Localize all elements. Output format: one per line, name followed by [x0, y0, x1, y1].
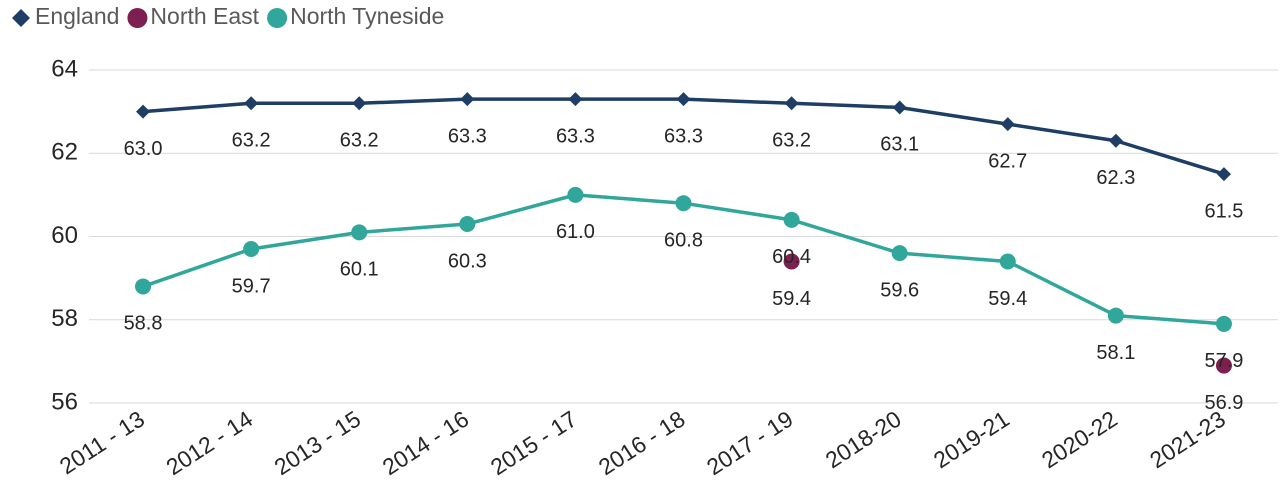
marker — [135, 278, 152, 295]
legend-marker — [267, 8, 288, 28]
marker — [460, 92, 475, 107]
data-label: 62.3 — [1096, 167, 1135, 189]
marker — [351, 224, 368, 241]
x-tick-label: 2017 - 19 — [702, 405, 798, 480]
marker — [1000, 117, 1015, 132]
data-label: 57.9 — [1204, 350, 1243, 372]
y-tick-label: 56 — [51, 388, 78, 415]
series-line — [142, 193, 1225, 326]
x-tick-label: 2021-23 — [1145, 405, 1230, 473]
x-tick-label: 2011 - 13 — [55, 405, 149, 479]
data-label: 63.2 — [772, 130, 811, 152]
data-label: 63.3 — [664, 125, 703, 147]
marker — [243, 240, 260, 257]
marker — [1108, 133, 1123, 148]
marker — [891, 245, 908, 262]
data-label: 63.0 — [124, 138, 163, 160]
legend-label: North East — [150, 3, 259, 29]
marker — [1216, 167, 1231, 182]
data-label: 61.0 — [556, 221, 595, 243]
x-tick-label: 2020-22 — [1037, 405, 1122, 473]
data-label: 59.4 — [988, 288, 1027, 310]
data-label: 59.4 — [772, 288, 811, 310]
marker — [1107, 307, 1124, 324]
marker — [675, 195, 692, 212]
marker — [244, 96, 259, 111]
marker — [567, 186, 584, 203]
data-label: 63.1 — [880, 134, 919, 156]
marker — [784, 96, 799, 111]
data-label: 60.4 — [772, 246, 811, 268]
x-tick-label: 2012 - 14 — [161, 405, 257, 480]
data-label: 63.3 — [556, 125, 595, 147]
x-tick-label: 2016 - 18 — [594, 405, 690, 480]
data-label: 60.1 — [340, 259, 379, 281]
data-label: 58.1 — [1096, 342, 1135, 364]
data-label: 62.7 — [988, 150, 1027, 172]
data-label: 59.7 — [232, 275, 271, 297]
x-tick-label: 2015 - 17 — [486, 405, 582, 480]
marker — [459, 216, 476, 233]
legend-label: England — [35, 3, 119, 29]
data-label: 56.9 — [1204, 392, 1243, 414]
x-tick-label: 2014 - 16 — [378, 405, 474, 480]
data-label: 63.2 — [232, 130, 271, 152]
legend-marker — [127, 8, 148, 28]
y-tick-label: 58 — [51, 305, 78, 332]
y-tick-label: 64 — [51, 55, 78, 82]
data-label: 63.3 — [448, 125, 487, 147]
marker — [136, 104, 151, 119]
x-tick-label: 2018-20 — [821, 405, 906, 473]
marker — [783, 253, 800, 270]
marker — [352, 96, 367, 111]
data-label: 59.6 — [880, 279, 919, 301]
y-tick-label: 60 — [51, 222, 78, 249]
x-tick-label: 2019-21 — [929, 405, 1014, 473]
data-label: 60.3 — [448, 250, 487, 272]
marker — [892, 100, 907, 115]
data-label: 58.8 — [124, 313, 163, 335]
data-label: 60.8 — [664, 229, 703, 251]
x-tick-label: 2013 - 15 — [270, 405, 366, 480]
data-label: 63.2 — [340, 130, 379, 152]
marker — [568, 92, 583, 107]
marker — [783, 211, 800, 228]
data-label: 61.5 — [1204, 200, 1243, 222]
marker — [1215, 315, 1232, 332]
marker — [1215, 357, 1232, 374]
legend-label: North Tyneside — [290, 3, 444, 29]
marker — [676, 92, 691, 107]
marker — [999, 253, 1016, 270]
legend-marker — [12, 9, 30, 27]
y-tick-label: 62 — [51, 139, 78, 166]
